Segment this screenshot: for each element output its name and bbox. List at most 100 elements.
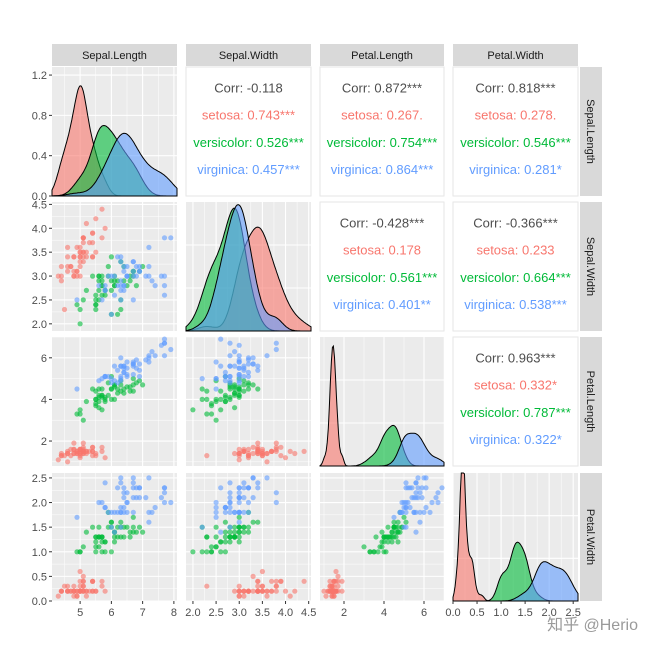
point-virginica-18-3-2	[439, 485, 445, 491]
point-versicolor-44-1-0	[96, 287, 102, 293]
point-virginica-23-2-1	[222, 378, 228, 384]
point-versicolor-27-3-0	[130, 514, 136, 520]
point-versicolor-46-1-0	[99, 278, 105, 284]
point-virginica-21-3-2	[399, 499, 405, 506]
point-versicolor-49-3-2	[383, 534, 389, 540]
x-tick-label-petal-length-2: 6	[421, 607, 427, 619]
point-virginica-10-3-1	[245, 499, 252, 506]
corr-text-setosa-0-1: setosa: 0.743***	[202, 108, 295, 123]
y-tick-label-row0-2: 0.8	[32, 110, 47, 122]
point-virginica-30-3-0	[152, 504, 158, 511]
point-virginica-39-2-1	[241, 367, 247, 373]
point-virginica-9-3-0	[146, 475, 152, 481]
point-virginica-42-1-0	[102, 287, 108, 293]
point-virginica-20-3-2	[415, 485, 421, 491]
point-virginica-37-2-0	[121, 365, 127, 371]
point-virginica-39-3-2	[409, 495, 415, 501]
point-setosa-24-2-1	[255, 440, 261, 446]
point-setosa-31-3-1	[255, 578, 261, 584]
point-virginica-22-3-2	[435, 499, 441, 506]
point-virginica-13-1-0	[99, 297, 105, 303]
point-setosa-36-3-1	[259, 588, 265, 594]
point-versicolor-3-2-1	[204, 396, 210, 402]
point-versicolor-25-3-0	[127, 529, 133, 535]
point-setosa-24-2-0	[71, 440, 77, 446]
point-virginica-33-2-1	[227, 373, 233, 380]
point-versicolor-49-3-1	[227, 534, 233, 540]
corr-panel-0-2	[319, 66, 445, 197]
column-label-petal-length: Petal.Length	[351, 50, 413, 62]
corr-text-versicolor-1-3: versicolor: 0.664***	[460, 270, 571, 285]
point-setosa-47-3-0	[65, 588, 71, 594]
point-setosa-46-1-0	[80, 235, 86, 241]
point-setosa-45-2-0	[71, 450, 77, 457]
point-versicolor-48-2-1	[213, 417, 219, 423]
point-setosa-37-3-0	[74, 593, 80, 599]
point-setosa-15-2-1	[301, 448, 307, 454]
point-versicolor-47-3-1	[232, 534, 238, 540]
point-virginica-22-2-0	[161, 340, 168, 346]
point-setosa-22-3-1	[264, 588, 270, 594]
point-virginica-29-3-2	[417, 519, 423, 525]
point-virginica-17-2-1	[273, 340, 279, 346]
point-versicolor-36-2-0	[130, 382, 136, 388]
point-virginica-32-3-0	[121, 490, 127, 496]
point-setosa-43-2-1	[259, 446, 265, 452]
point-virginica-28-3-1	[227, 495, 233, 501]
point-setosa-16-3-2	[327, 578, 333, 584]
point-setosa-44-3-1	[273, 578, 279, 584]
point-virginica-34-1-0	[111, 292, 118, 298]
x-tick-label-petal-width-4: 2.0	[542, 607, 557, 619]
point-setosa-40-3-1	[259, 583, 265, 589]
point-setosa-25-1-0	[77, 273, 83, 279]
point-virginica-43-2-0	[133, 357, 139, 363]
point-virginica-48-2-1	[255, 367, 261, 373]
point-virginica-39-3-1	[241, 495, 247, 501]
point-virginica-38-2-0	[108, 380, 114, 386]
point-versicolor-2-2-1	[241, 378, 247, 384]
point-virginica-28-3-2	[413, 495, 419, 501]
point-setosa-48-1-0	[86, 240, 93, 246]
point-setosa-49-3-0	[77, 588, 83, 594]
point-virginica-2-3-0	[143, 495, 149, 501]
point-virginica-4-3-1	[236, 490, 242, 496]
x-tick-label-sepal-width-1: 2.5	[208, 607, 223, 619]
point-versicolor-41-2-0	[111, 384, 118, 390]
point-virginica-31-3-1	[273, 499, 279, 506]
point-versicolor-10-2-0	[77, 407, 83, 413]
corr-text-setosa-0-2: setosa: 0.267.	[341, 108, 423, 123]
point-virginica-33-3-2	[403, 524, 409, 530]
point-versicolor-47-3-0	[115, 534, 121, 540]
point-versicolor-28-1-0	[108, 278, 114, 284]
corr-text-virginica-0-3: virginica: 0.281*	[469, 162, 562, 177]
x-tick-label-petal-length-0: 2	[341, 607, 347, 619]
point-versicolor-0-2-0	[140, 382, 146, 388]
point-versicolor-8-3-2	[393, 534, 399, 540]
point-versicolor-28-2-1	[232, 386, 238, 392]
point-virginica-42-2-1	[222, 373, 228, 380]
y-tick-label-row3-5: 2.5	[32, 473, 47, 485]
point-versicolor-26-1-0	[133, 283, 139, 289]
point-versicolor-12-3-1	[199, 549, 205, 555]
point-virginica-44-3-2	[415, 475, 421, 481]
point-virginica-32-2-1	[227, 363, 233, 369]
strip-sepal-length-column	[52, 44, 177, 66]
point-versicolor-25-2-0	[127, 388, 133, 394]
point-versicolor-29-2-0	[99, 407, 105, 413]
corr-text-virginica-0-1: virginica: 0.457***	[197, 162, 300, 177]
point-setosa-23-3-2	[335, 573, 341, 580]
point-versicolor-42-3-1	[218, 539, 224, 545]
y-tick-label-row3-0: 0.0	[32, 596, 47, 608]
point-setosa-13-2-0	[55, 457, 61, 463]
point-virginica-22-3-1	[227, 499, 233, 506]
x-tick-label-petal-width-1: 0.5	[469, 607, 484, 619]
point-virginica-48-2-0	[115, 367, 121, 373]
strip-petal-length-row	[580, 337, 602, 466]
point-virginica-49-3-2	[403, 509, 409, 515]
y-tick-label-row0-3: 1.2	[32, 70, 47, 82]
point-versicolor-12-3-0	[108, 549, 114, 555]
point-setosa-14-3-0	[102, 588, 108, 594]
point-virginica-31-3-0	[168, 499, 174, 506]
point-virginica-37-3-0	[121, 509, 127, 515]
point-setosa-43-3-2	[333, 568, 339, 575]
